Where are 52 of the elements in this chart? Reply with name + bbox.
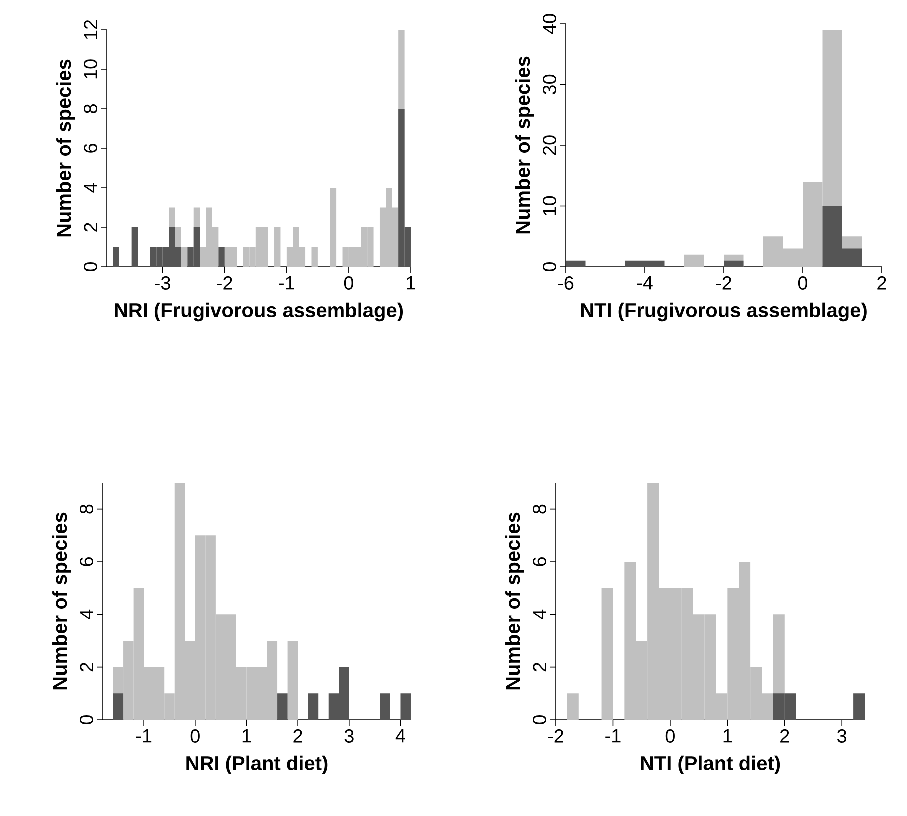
y-tick-label: 2	[80, 662, 94, 672]
x-tick-label: 1	[407, 276, 416, 290]
x-axis-title: NTI (Plant diet)	[641, 756, 780, 774]
y-tick-label: 12	[84, 20, 98, 40]
x-tick-label: -1	[606, 730, 621, 743]
y-tick-label: 0	[533, 715, 546, 725]
y-tick-label: 10	[84, 60, 98, 79]
x-axis-title: NTI (Frugivorous assemblage)	[581, 302, 867, 322]
x-tick-label: -2	[217, 276, 232, 290]
x-tick-label: 0	[190, 730, 200, 743]
y-tick-label: 10	[543, 196, 556, 216]
y-axis-title: Number of species	[56, 60, 76, 237]
y-tick-label: 0	[84, 262, 98, 272]
x-tick-label: 0	[344, 276, 354, 290]
x-tick-label: -1	[136, 730, 152, 743]
x-tick-label: -3	[155, 276, 170, 290]
y-tick-label: 6	[533, 558, 546, 566]
x-tick-label: 1	[242, 730, 252, 743]
x-tick-label: -2	[548, 730, 564, 743]
x-tick-label: 2	[780, 730, 790, 743]
y-tick-label: 4	[84, 183, 98, 193]
x-tick-label: -4	[637, 276, 653, 290]
x-tick-label: 0	[666, 730, 675, 743]
x-tick-label: -2	[716, 276, 732, 290]
x-tick-label: 2	[294, 730, 302, 743]
y-axis-title: Number of species	[516, 56, 534, 234]
y-tick-label: 8	[533, 504, 546, 514]
y-tick-label: 40	[543, 14, 556, 34]
y-axis-title: Number of species	[506, 512, 524, 690]
y-tick-label: 0	[80, 715, 94, 725]
y-tick-label: 30	[543, 74, 556, 95]
x-tick-label: 1	[724, 730, 732, 743]
x-tick-label: 4	[396, 730, 406, 743]
y-axis-title: Number of species	[52, 512, 72, 690]
x-tick-label: 2	[878, 276, 886, 290]
x-tick-label: -1	[279, 276, 294, 290]
y-tick-label: 2	[84, 223, 98, 232]
y-tick-label: 2	[533, 662, 546, 672]
y-tick-label: 8	[84, 104, 98, 114]
x-tick-label: 0	[798, 276, 808, 290]
y-tick-label: 4	[80, 610, 94, 620]
y-tick-label: 4	[533, 610, 546, 620]
y-tick-label: 8	[80, 504, 94, 514]
x-tick-label: -6	[558, 276, 574, 290]
y-tick-label: 6	[80, 558, 94, 566]
x-axis-title: NRI (Plant diet)	[186, 756, 328, 774]
x-tick-label: 3	[838, 730, 847, 743]
y-tick-label: 6	[84, 144, 98, 153]
y-tick-label: 20	[543, 136, 556, 156]
y-tick-label: 0	[543, 262, 556, 272]
x-tick-label: 3	[344, 730, 354, 743]
x-axis-title: NRI (Frugivorous assemblage)	[115, 302, 404, 322]
